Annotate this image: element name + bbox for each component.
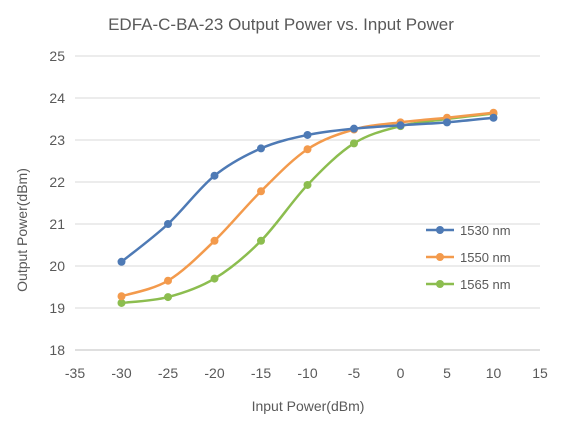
series-0 [117,113,498,266]
y-tick-label: 23 [49,132,65,148]
data-point [489,113,498,122]
legend-swatch-marker [436,253,444,261]
legend-label: 1550 nm [460,250,511,265]
x-tick-label: 5 [443,365,451,381]
x-tick-label: 0 [397,365,405,381]
legend-swatch-marker [436,280,444,288]
x-tick-label: -25 [158,365,178,381]
x-axis-label: Input Power(dBm) [252,398,365,414]
data-point [303,180,312,189]
x-tick-label: -10 [297,365,317,381]
x-tick-label: -30 [111,365,131,381]
y-tick-label: 18 [49,342,65,358]
legend-entry: 1565 nm [426,277,511,292]
legend-swatch-marker [436,226,444,234]
legend-label: 1565 nm [460,277,511,292]
plot-area [117,108,498,307]
grid [75,55,540,309]
data-point [303,130,312,139]
y-tick-label: 20 [49,258,65,274]
y-tick-label: 24 [49,90,65,106]
data-point [257,187,265,196]
series-line [120,116,495,264]
x-tick-label: -20 [204,365,224,381]
x-tick-label: 15 [532,365,548,381]
x-tick-label: 10 [486,365,502,381]
data-point [210,274,219,283]
x-tick-label: -15 [251,365,271,381]
data-point [396,121,405,130]
data-point [443,118,451,127]
y-tick-label: 25 [49,48,65,64]
legend-label: 1530 nm [460,223,511,238]
data-point [350,124,358,133]
data-point [350,139,358,148]
chart-title: EDFA-C-BA-23 Output Power vs. Input Powe… [108,15,454,34]
axes: 18 19 20 21 22 23 24 25 -35 -30 -25 -20 -15 -10 -5 0 5 10… [49,48,548,381]
legend: 1530 nm 1550 nm 1565 nm [426,223,511,292]
y-axis-label: Output Power(dBm) [14,168,30,292]
data-point [117,298,126,307]
data-point [164,276,172,285]
data-point [210,236,219,245]
data-point [303,145,312,154]
data-point [164,220,172,228]
data-point [257,144,265,153]
data-point [117,257,126,266]
y-tick-label: 22 [49,174,65,190]
x-tick-label: -35 [65,365,85,381]
y-tick-label: 21 [49,216,65,232]
data-point [117,292,126,301]
legend-entry: 1530 nm [426,223,511,238]
y-tick-label: 19 [49,300,65,316]
data-point [164,293,172,302]
x-tick-label: -5 [348,365,361,381]
data-point [257,236,265,245]
data-point [210,171,219,180]
legend-entry: 1550 nm [426,250,511,265]
